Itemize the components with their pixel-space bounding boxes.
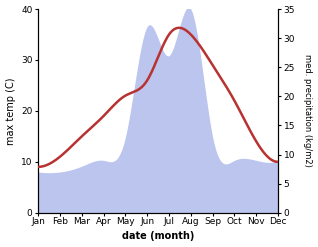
X-axis label: date (month): date (month) [122,231,194,242]
Y-axis label: max temp (C): max temp (C) [5,77,16,145]
Y-axis label: med. precipitation (kg/m2): med. precipitation (kg/m2) [303,54,313,167]
